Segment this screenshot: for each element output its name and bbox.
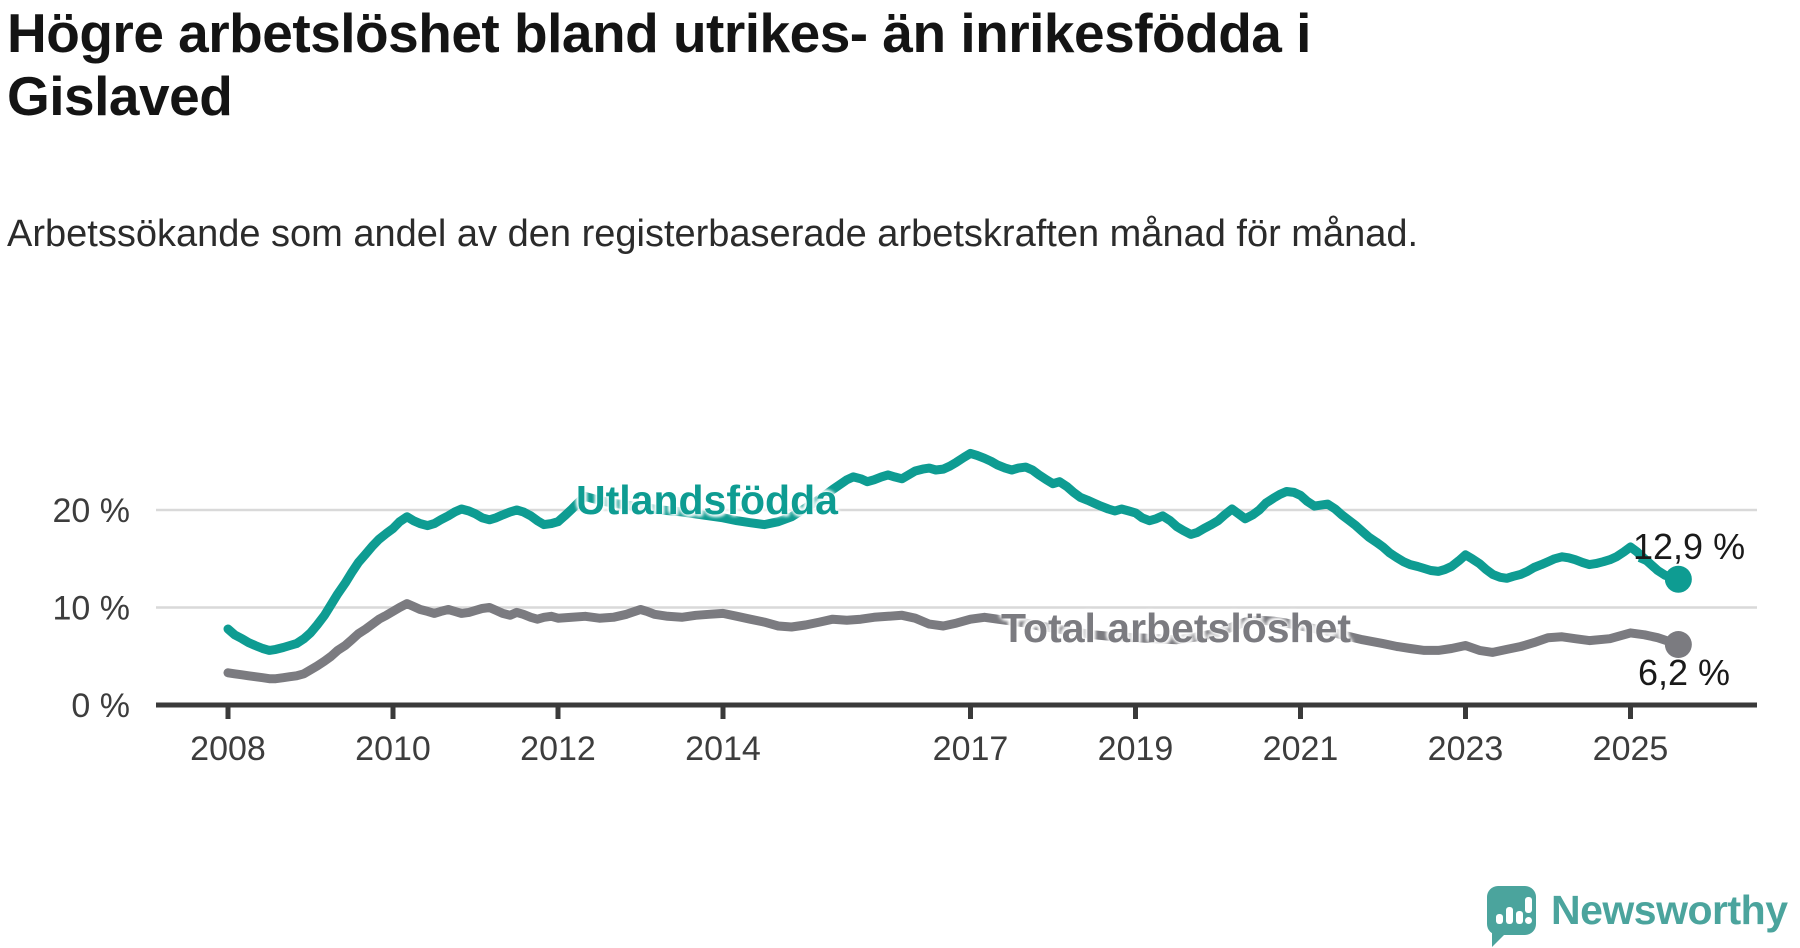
y-tick-label: 0 % xyxy=(71,687,130,725)
exclamation-icon xyxy=(1525,897,1532,913)
speech-bubble-tail xyxy=(1492,930,1509,947)
end-value-label-utlandsfodda: 12,9 % xyxy=(1633,526,1746,567)
series-line-Total arbetslöshet xyxy=(223,599,1683,684)
x-tick-label: 2021 xyxy=(1263,730,1339,768)
x-tick-label: 2025 xyxy=(1593,730,1669,768)
end-dot-Utlandsfödda xyxy=(1664,565,1692,593)
newsworthy-logo: Newsworthy xyxy=(1487,886,1788,947)
y-tick-label: 20 % xyxy=(53,492,131,530)
end-dot-Total arbetslöshet xyxy=(1664,631,1692,659)
x-tick-label: 2017 xyxy=(933,730,1009,768)
series-label-total-arbetsloshet: Total arbetslöshet xyxy=(1001,605,1352,651)
x-tick-label: 2023 xyxy=(1428,730,1504,768)
series-label-utlandsfodda: Utlandsfödda xyxy=(576,477,838,523)
x-tick-label: 2008 xyxy=(190,730,266,768)
page-title: Högre arbetslöshet bland utrikes- än inr… xyxy=(7,2,1767,128)
y-tick-label: 10 % xyxy=(53,590,131,628)
x-tick-label: 2012 xyxy=(520,730,596,768)
x-tick-label: 2019 xyxy=(1098,730,1174,768)
x-tick-label: 2010 xyxy=(355,730,431,768)
chart-subtitle: Arbetssökande som andel av den registerb… xyxy=(7,213,1419,255)
newsworthy-logo-icon xyxy=(1487,886,1536,947)
page-title-line-1: Högre arbetslöshet bland utrikes- än inr… xyxy=(7,2,1311,64)
series-line-Utlandsfödda xyxy=(223,448,1683,655)
x-tick-label: 2014 xyxy=(685,730,761,768)
end-value-label-total: 6,2 % xyxy=(1638,652,1731,693)
page-title-line-2: Gislaved xyxy=(7,65,233,127)
newsworthy-logo-text: Newsworthy xyxy=(1551,887,1788,933)
